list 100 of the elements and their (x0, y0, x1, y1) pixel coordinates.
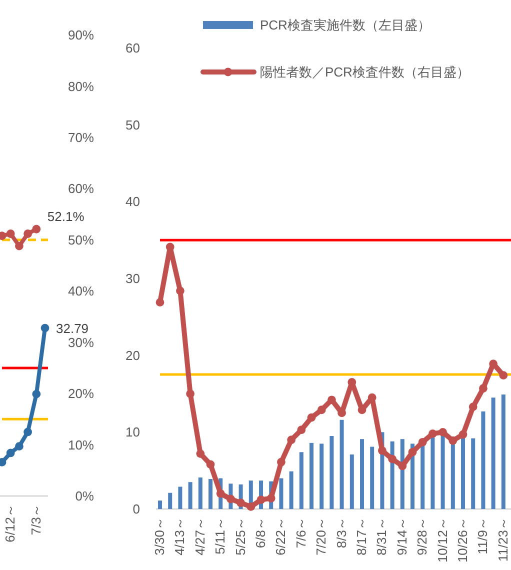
bar (168, 492, 172, 509)
point (378, 446, 386, 455)
bar (158, 500, 162, 509)
y-tick-label: 30 (126, 271, 140, 286)
y-tick-label: 60% (68, 181, 94, 196)
x-tick-label: 7/20～ (314, 517, 329, 556)
y-tick-label: 80% (68, 78, 94, 94)
x-tick-label: 6/22～ (273, 517, 288, 556)
bar (440, 436, 445, 509)
point (499, 371, 508, 380)
x-tick-label: 7/6～ (293, 517, 308, 548)
point (408, 448, 417, 456)
point (398, 462, 407, 470)
point (206, 460, 215, 469)
point (236, 498, 245, 508)
y-tick-label: 50 (126, 117, 140, 132)
point (328, 396, 336, 404)
x-tick-label: 8/3～ (334, 517, 349, 548)
bar (350, 454, 354, 509)
x-tick-label: 3/30～ (152, 517, 167, 556)
bar (370, 446, 374, 509)
bar (501, 394, 506, 509)
data-label: 32.79 (56, 321, 89, 336)
point (15, 242, 24, 250)
point (458, 430, 468, 439)
point (388, 454, 396, 464)
bar (208, 479, 212, 509)
bar (450, 444, 455, 509)
point (32, 390, 41, 398)
bar (178, 486, 182, 509)
bar (491, 398, 496, 509)
point (418, 438, 427, 446)
y-tick-label: 10 (126, 424, 140, 440)
point (216, 489, 225, 498)
bar (198, 478, 202, 509)
x-tick-label: 8/17～ (354, 517, 369, 556)
point (448, 436, 458, 445)
x-tick-label: 9/14～ (394, 517, 410, 556)
x-tick-label: 10/26～ (455, 517, 470, 563)
point (186, 390, 194, 398)
x-tick-label: 5/25～ (232, 517, 248, 556)
bar (420, 445, 425, 509)
point (468, 402, 478, 412)
y-tick-label: 30% (68, 334, 94, 350)
legend-label: PCR検査実施件数（左目盛） (260, 18, 430, 33)
bar (188, 482, 192, 509)
bar (310, 442, 314, 509)
point (176, 286, 184, 295)
x-tick-label: 6/12～ (2, 504, 18, 542)
point (317, 406, 326, 414)
point (307, 413, 316, 422)
x-tick-label: 5/11～ (212, 517, 228, 554)
point (256, 496, 266, 504)
bar (481, 411, 486, 509)
point (438, 428, 447, 436)
bar (299, 452, 304, 509)
point (15, 442, 24, 451)
bar (430, 438, 435, 509)
x-tick-label: 8/31～ (374, 517, 390, 556)
x-tick-label: 11/23～ (495, 517, 510, 562)
point (479, 384, 488, 393)
point (156, 298, 164, 307)
point (196, 449, 205, 458)
point (428, 430, 437, 438)
y-tick-label: 90% (68, 28, 94, 43)
point (297, 426, 306, 434)
point (226, 494, 235, 504)
legend-label: 陽性者数／PCR検査件数（右目盛） (260, 64, 470, 80)
point (287, 436, 296, 444)
bar (360, 439, 364, 509)
bar (340, 420, 344, 509)
y-tick-label: 40 (126, 194, 140, 210)
bar (320, 444, 324, 509)
point (246, 502, 256, 511)
y-tick-label: 50% (68, 232, 94, 248)
point (6, 448, 15, 458)
y-tick-label: 10% (68, 437, 94, 452)
x-tick-label: 4/13～ (172, 517, 188, 556)
point (24, 428, 32, 436)
y-tick-label: 20% (68, 386, 94, 402)
point (32, 224, 41, 234)
point (266, 494, 276, 502)
y-tick-label: 70% (68, 130, 94, 145)
x-tick-label: 11/9～ (475, 517, 490, 554)
x-tick-label: 7/3～ (28, 504, 44, 536)
point (24, 230, 32, 238)
point (277, 458, 286, 466)
y-tick-label: 20 (126, 348, 140, 363)
data-label: 52.1% (47, 209, 85, 224)
point (40, 324, 50, 332)
y-tick-label: 60 (126, 40, 140, 56)
bar (289, 471, 294, 509)
bar (461, 436, 465, 509)
y-tick-label: 40% (68, 284, 94, 299)
bar (330, 436, 334, 509)
bar (279, 478, 284, 509)
x-tick-label: 9/28～ (414, 517, 430, 556)
x-tick-label: 4/27～ (192, 517, 208, 556)
y-tick-label: 0 (132, 502, 140, 517)
x-tick-label: 10/12～ (434, 517, 450, 563)
